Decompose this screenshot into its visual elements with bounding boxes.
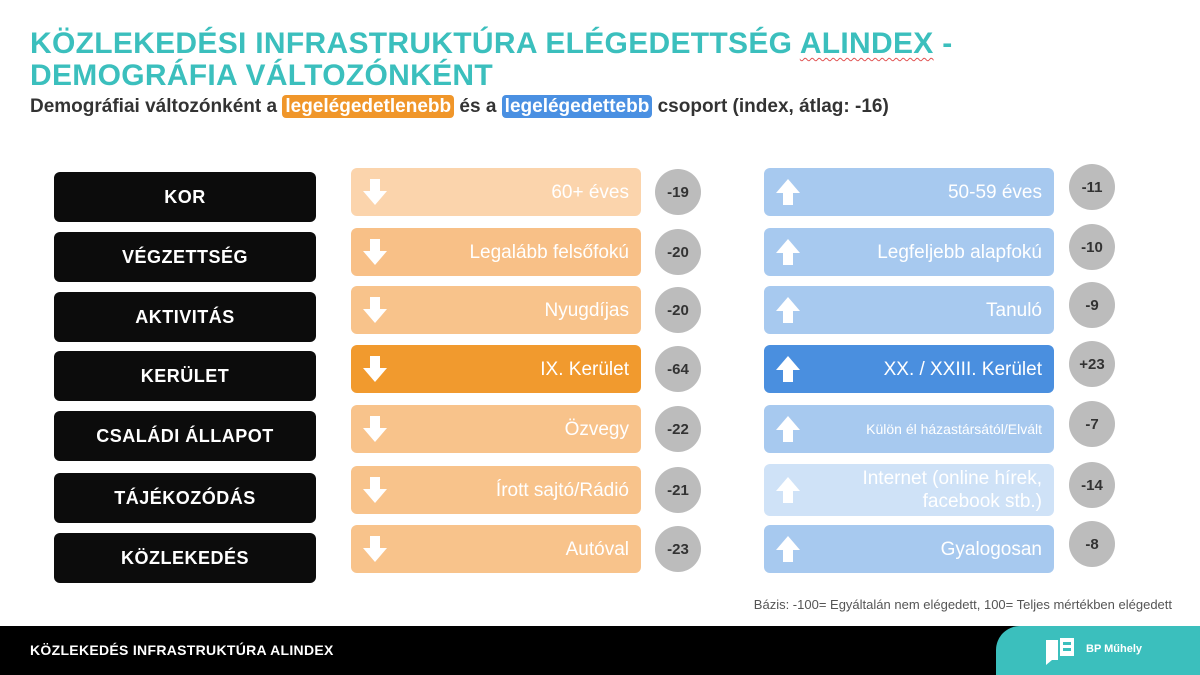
least-satisfied-bar: Legalább felsőfokú xyxy=(351,228,641,276)
arrow-up-icon xyxy=(776,239,800,265)
least-satisfied-bar: Autóval xyxy=(351,525,641,573)
most-satisfied-value: -9 xyxy=(1069,282,1115,328)
brand-block: BP Műhely xyxy=(996,626,1200,675)
least-satisfied-group: Nyugdíjas xyxy=(544,299,630,321)
arrow-up-icon xyxy=(776,416,800,442)
most-satisfied-group: Internet (online hírek, facebook stb.) xyxy=(862,468,1042,512)
most-satisfied-bar: Gyalogosan xyxy=(764,525,1054,573)
category-label: VÉGZETTSÉG xyxy=(54,232,316,282)
category-label: CSALÁDI ÁLLAPOT xyxy=(54,411,316,461)
most-satisfied-bar: Külön él házastársától/Elvált xyxy=(764,405,1054,453)
least-satisfied-group: Özvegy xyxy=(564,418,629,440)
subtitle-best-highlight: legelégedettebb xyxy=(501,95,653,118)
most-satisfied-bar: Tanuló xyxy=(764,286,1054,334)
arrow-down-icon xyxy=(363,536,387,562)
least-satisfied-bar: Nyugdíjas xyxy=(351,286,641,334)
most-satisfied-group: Gyalogosan xyxy=(940,538,1042,560)
category-label: AKTIVITÁS xyxy=(54,292,316,342)
arrow-up-icon xyxy=(776,179,800,205)
page-title: KÖZLEKEDÉSI INFRASTRUKTÚRA ELÉGEDETTSÉG … xyxy=(30,28,1030,92)
category-label: TÁJÉKOZÓDÁS xyxy=(54,473,316,523)
arrow-up-icon xyxy=(776,356,800,382)
most-satisfied-group: Külön él házastársától/Elvált xyxy=(866,420,1042,437)
most-satisfied-bar: Internet (online hírek, facebook stb.) xyxy=(764,464,1054,516)
footnote: Bázis: -100= Egyáltalán nem elégedett, 1… xyxy=(753,597,1172,612)
arrow-down-icon xyxy=(363,356,387,382)
most-satisfied-value: -7 xyxy=(1069,401,1115,447)
least-satisfied-value: -19 xyxy=(655,169,701,215)
least-satisfied-group: Autóval xyxy=(565,538,629,560)
most-satisfied-group: Tanuló xyxy=(986,299,1042,321)
category-label: KOR xyxy=(54,172,316,222)
arrow-up-icon xyxy=(776,536,800,562)
title-line1-c: - xyxy=(933,27,953,60)
arrow-down-icon xyxy=(363,477,387,503)
most-satisfied-value: -10 xyxy=(1069,224,1115,270)
footer-bar: KÖZLEKEDÉS INFRASTRUKTÚRA ALINDEX BP Műh… xyxy=(0,626,1200,675)
arrow-up-icon xyxy=(776,297,800,323)
arrow-up-icon xyxy=(776,477,800,503)
arrow-down-icon xyxy=(363,239,387,265)
title-line1-b: ALINDEX xyxy=(799,27,934,60)
least-satisfied-bar: Írott sajtó/Rádió xyxy=(351,466,641,514)
least-satisfied-value: -22 xyxy=(655,406,701,452)
page-subtitle: Demográfiai változónként a legelégedetle… xyxy=(30,95,889,118)
most-satisfied-group: Legfeljebb alapfokú xyxy=(877,241,1042,263)
least-satisfied-group: Írott sajtó/Rádió xyxy=(495,479,629,501)
title-line1-a: KÖZLEKEDÉSI INFRASTRUKTÚRA ELÉGEDETTSÉG xyxy=(30,27,800,60)
footer-title: KÖZLEKEDÉS INFRASTRUKTÚRA ALINDEX xyxy=(30,642,334,658)
least-satisfied-value: -64 xyxy=(655,346,701,392)
subtitle-part3: csoport (index, átlag: -16) xyxy=(652,96,889,117)
most-satisfied-value: -11 xyxy=(1069,164,1115,210)
most-satisfied-value: -14 xyxy=(1069,462,1115,508)
subtitle-worst-highlight: legelégedetlenebb xyxy=(282,95,455,118)
arrow-down-icon xyxy=(363,179,387,205)
least-satisfied-group: 60+ éves xyxy=(551,181,629,203)
most-satisfied-bar: Legfeljebb alapfokú xyxy=(764,228,1054,276)
brand-logo-icon xyxy=(1046,638,1074,665)
arrow-down-icon xyxy=(363,297,387,323)
most-satisfied-group: 50-59 éves xyxy=(947,181,1042,203)
arrow-down-icon xyxy=(363,416,387,442)
least-satisfied-value: -21 xyxy=(655,467,701,513)
most-satisfied-value: +23 xyxy=(1069,341,1115,387)
least-satisfied-value: -20 xyxy=(655,287,701,333)
subtitle-part1: Demográfiai változónként a xyxy=(30,96,283,117)
title-line2: DEMOGRÁFIA VÁLTOZÓNKÉNT xyxy=(30,59,493,92)
least-satisfied-group: Legalább felsőfokú xyxy=(469,241,629,263)
most-satisfied-group: XX. / XXIII. Kerület xyxy=(883,358,1042,380)
category-label: KERÜLET xyxy=(54,351,316,401)
least-satisfied-value: -23 xyxy=(655,526,701,572)
least-satisfied-bar: 60+ éves xyxy=(351,168,641,216)
least-satisfied-bar: Özvegy xyxy=(351,405,641,453)
category-label: KÖZLEKEDÉS xyxy=(54,533,316,583)
most-satisfied-bar: XX. / XXIII. Kerület xyxy=(764,345,1054,393)
least-satisfied-value: -20 xyxy=(655,229,701,275)
most-satisfied-value: -8 xyxy=(1069,521,1115,567)
least-satisfied-group: IX. Kerület xyxy=(540,358,629,380)
subtitle-part2: és a xyxy=(454,96,502,117)
least-satisfied-bar: IX. Kerület xyxy=(351,345,641,393)
brand-name: BP Műhely xyxy=(1086,643,1143,655)
most-satisfied-bar: 50-59 éves xyxy=(764,168,1054,216)
